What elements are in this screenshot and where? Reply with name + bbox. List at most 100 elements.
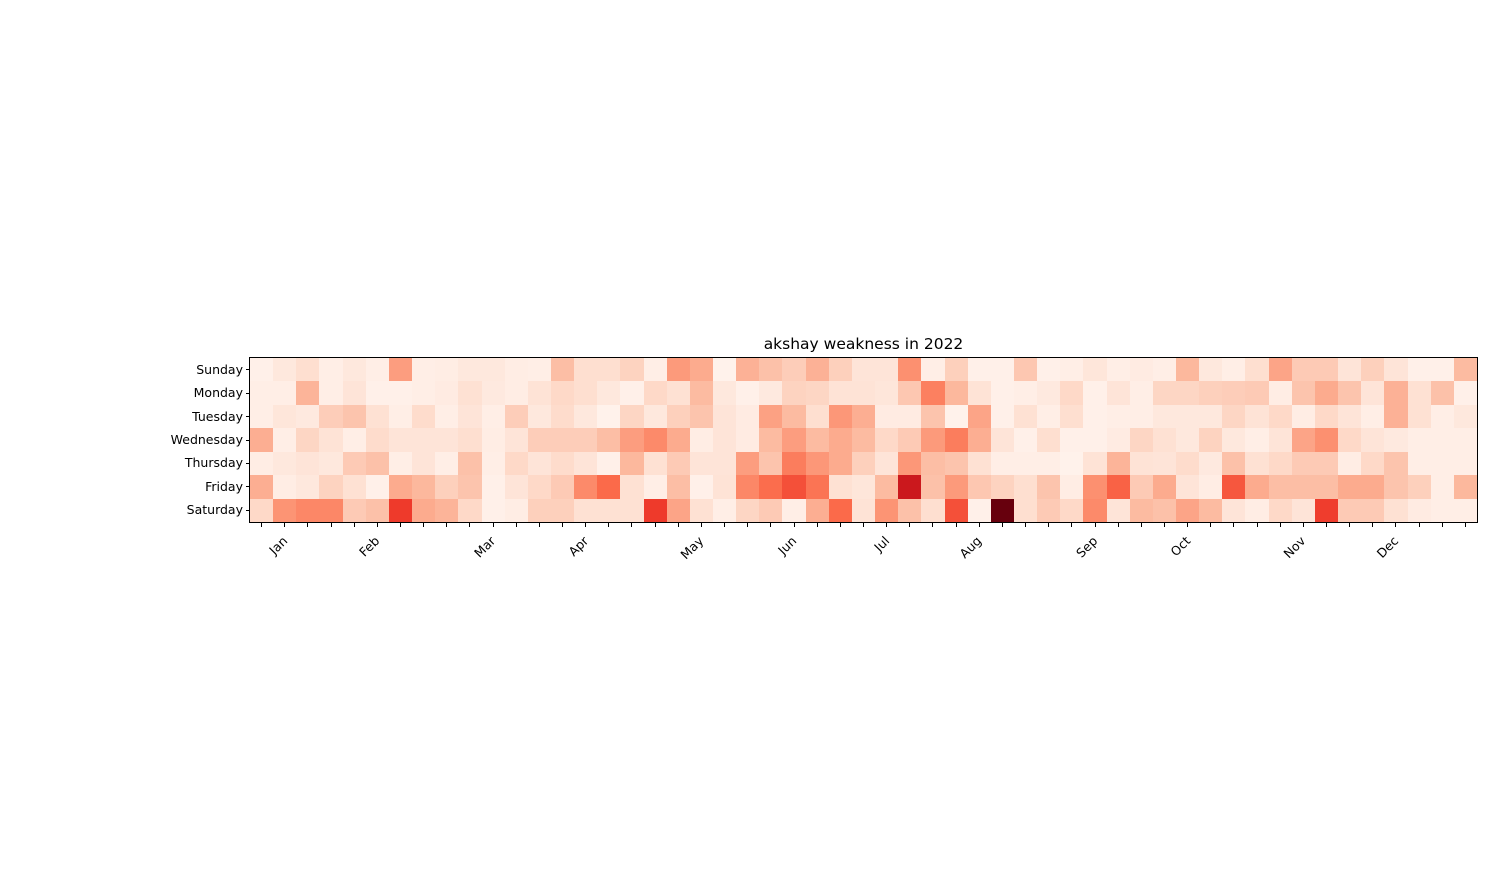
heatmap-cell [1199,498,1223,522]
heatmap-cell [1407,381,1431,405]
heatmap-cell [620,358,644,382]
heatmap-cell [1083,381,1107,405]
weekday-label: Saturday [186,502,243,518]
heatmap-cell [1199,404,1223,429]
x-tick [376,523,378,527]
heatmap-cell [620,428,644,452]
heatmap-cell [967,428,991,452]
heatmap-cell [435,381,459,405]
heatmap-cell [250,404,274,429]
heatmap-cell [1361,451,1385,476]
heatmap-cell [666,381,690,405]
heatmap-cell [296,428,320,452]
heatmap-cell [250,498,274,522]
heatmap-cell [296,498,320,522]
heatmap-cell [342,475,366,499]
heatmap-cell [435,498,459,522]
heatmap-cell [875,404,899,429]
heatmap-cell [875,451,899,476]
heatmap-cell [504,428,528,452]
heatmap-cell [597,358,621,382]
x-tick [492,523,494,527]
heatmap-cell [990,381,1014,405]
heatmap-cell [805,358,829,382]
heatmap-cell [481,498,505,522]
heatmap-cell [1199,428,1223,452]
heatmap-cell [597,381,621,405]
heatmap-cell [1106,498,1130,522]
heatmap-cell [713,381,737,405]
month-label: May [677,533,707,563]
heatmap-cell [967,404,991,429]
heatmap-cell [527,498,551,522]
heatmap-cell [365,428,389,452]
heatmap-cell [1291,428,1315,452]
heatmap-cell [412,498,436,522]
heatmap-cell [944,451,968,476]
heatmap-cell [782,381,806,405]
heatmap-cell [504,358,528,382]
heatmap-cell [851,451,876,476]
heatmap-cell [875,498,899,522]
x-tick [1441,523,1443,527]
heatmap-cell [898,498,922,522]
heatmap-cell [1268,498,1292,522]
heatmap-cell [1384,428,1408,452]
heatmap-cell [365,475,389,499]
heatmap-cell [689,404,714,429]
heatmap-cell [1037,381,1061,405]
y-tick [246,416,250,418]
month-label: Mar [471,533,499,561]
heatmap-cell [875,475,899,499]
x-tick [1233,523,1235,527]
heatmap-cell [666,475,690,499]
heatmap-cell [1291,358,1315,382]
month-label: Nov [1280,533,1309,562]
x-tick [700,523,702,527]
heatmap-cell [1083,475,1107,499]
heatmap-cell [713,358,737,382]
heatmap-cell [1314,475,1339,499]
heatmap-cell [828,428,852,452]
heatmap-cell [388,381,413,405]
heatmap-cell [342,381,366,405]
heatmap-cell [1013,428,1038,452]
heatmap-cell [921,498,945,522]
heatmap-cell [1222,475,1246,499]
heatmap-cell [828,381,852,405]
heatmap-cell [273,428,297,452]
heatmap-cell [828,451,852,476]
heatmap-cell [1338,451,1362,476]
x-tick [1418,523,1420,527]
heatmap-cell [851,428,876,452]
heatmap-cell [574,381,598,405]
heatmap-cell [1106,381,1130,405]
heatmap-cell [689,428,714,452]
x-tick [1464,523,1466,527]
heatmap-cell [527,451,551,476]
x-tick [909,523,911,527]
heatmap-cell [319,475,343,499]
month-label: Sep [1073,533,1101,561]
heatmap-cell [319,404,343,429]
heatmap-cell [967,358,991,382]
y-tick [246,462,250,464]
heatmap-cell [1176,428,1200,452]
heatmap-cell [990,358,1014,382]
heatmap-cell [388,428,413,452]
heatmap-cell [921,428,945,452]
heatmap-cell [296,358,320,382]
heatmap-cell [875,358,899,382]
heatmap-cell [1245,358,1269,382]
heatmap-cell [1407,451,1431,476]
x-tick [1349,523,1351,527]
heatmap-cell [620,381,644,405]
heatmap-cell [1430,475,1454,499]
heatmap-cell [388,358,413,382]
x-tick [469,523,471,527]
heatmap-cell [504,381,528,405]
heatmap-cell [365,451,389,476]
x-tick [1071,523,1073,527]
heatmap-cell [1106,451,1130,476]
heatmap-cell [1129,381,1153,405]
